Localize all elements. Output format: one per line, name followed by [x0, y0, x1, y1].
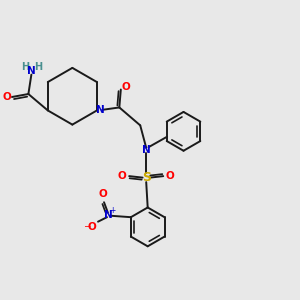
Text: +: + [109, 206, 116, 215]
Text: S: S [142, 171, 151, 184]
Text: O: O [87, 222, 96, 232]
Text: O: O [2, 92, 11, 102]
Text: O: O [98, 190, 107, 200]
Text: O: O [122, 82, 130, 92]
Text: O: O [166, 171, 175, 181]
Text: H: H [34, 62, 42, 72]
Text: N: N [27, 66, 36, 76]
Text: H: H [21, 62, 29, 72]
Text: N: N [104, 209, 113, 220]
Text: O: O [118, 171, 127, 181]
Text: N: N [96, 104, 105, 115]
Text: N: N [142, 145, 151, 155]
Text: −: − [83, 221, 90, 230]
